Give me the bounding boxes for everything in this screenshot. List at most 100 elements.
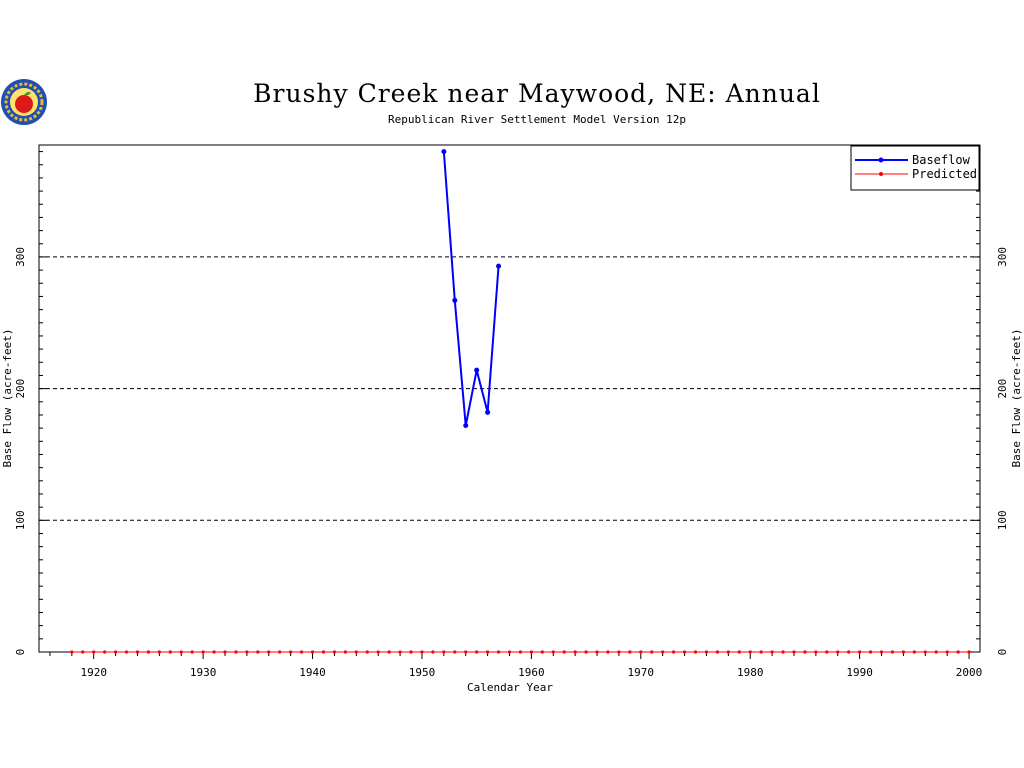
y-tick-label-right: 200 xyxy=(996,379,1009,399)
predicted-point xyxy=(726,650,730,654)
chart-subtitle: Republican River Settlement Model Versio… xyxy=(388,113,686,126)
y-axis-label-left: Base Flow (acre-feet) xyxy=(1,328,14,467)
predicted-point xyxy=(190,650,194,654)
predicted-point xyxy=(770,650,774,654)
baseflow-point xyxy=(485,409,491,415)
predicted-point xyxy=(945,650,949,654)
chart-title: Brushy Creek near Maywood, NE: Annual xyxy=(253,79,821,108)
predicted-point xyxy=(507,650,512,654)
predicted-point xyxy=(551,650,555,654)
predicted-point xyxy=(343,650,347,654)
predicted-point xyxy=(113,650,118,654)
legend-label-predicted: Predicted xyxy=(912,167,977,181)
predicted-point xyxy=(847,650,851,654)
predicted-point xyxy=(486,650,490,654)
predicted-point xyxy=(901,650,906,654)
series-marks xyxy=(70,149,971,654)
y-tick-label-right: 0 xyxy=(996,649,1009,656)
predicted-point xyxy=(912,650,916,654)
x-axis-ticks: 1920 1930 1940 1950 1960 1970 1980 1990 2000 xyxy=(49,652,983,679)
predicted-point xyxy=(803,650,807,654)
predicted-point xyxy=(737,650,741,654)
predicted-point xyxy=(584,650,588,654)
predicted-point xyxy=(157,650,161,654)
predicted-point xyxy=(103,650,107,654)
predicted-point xyxy=(398,650,402,654)
x-tick-label: 2000 xyxy=(956,666,983,679)
baseflow-line xyxy=(442,151,500,426)
predicted-point xyxy=(201,650,205,654)
predicted-point xyxy=(518,650,523,654)
predicted-point xyxy=(146,650,151,654)
x-tick-label: 1930 xyxy=(190,666,217,679)
predicted-point xyxy=(354,650,358,654)
predicted-point xyxy=(179,650,183,654)
predicted-point xyxy=(310,650,315,654)
predicted-point xyxy=(278,650,282,654)
predicted-point xyxy=(661,650,665,654)
predicted-point xyxy=(212,650,216,654)
x-tick-label: 1980 xyxy=(737,666,764,679)
y-axis-label-right: Base Flow (acre-feet) xyxy=(1010,328,1023,467)
x-tick-label: 1940 xyxy=(299,666,326,679)
predicted-point xyxy=(431,650,435,654)
predicted-point xyxy=(781,650,785,654)
plot-frame xyxy=(38,144,981,653)
predicted-point xyxy=(715,650,719,654)
predicted-point xyxy=(540,650,544,654)
legend-label-baseflow: Baseflow xyxy=(912,153,971,167)
x-tick-label: 1970 xyxy=(628,666,655,679)
predicted-point xyxy=(321,650,326,654)
x-tick-label: 1960 xyxy=(518,666,545,679)
predicted-point xyxy=(672,650,676,654)
predicted-point xyxy=(792,650,796,654)
predicted-point xyxy=(332,650,337,654)
x-tick-label: 1990 xyxy=(846,666,873,679)
y-tick-label-left: 100 xyxy=(14,510,27,530)
y-tick-label-right: 100 xyxy=(996,510,1009,530)
predicted-point xyxy=(135,650,140,654)
baseflow-point xyxy=(496,263,502,269)
predicted-point xyxy=(256,650,260,654)
predicted-point xyxy=(967,650,971,654)
baseflow-point xyxy=(463,422,469,428)
predicted-point xyxy=(814,650,818,654)
predicted-point xyxy=(628,650,632,654)
y-axis-ticks: 0 0 100 100 200 200 300 300 xyxy=(14,151,1009,656)
predicted-point xyxy=(245,650,249,654)
predicted-point xyxy=(650,650,654,654)
predicted-point xyxy=(168,650,172,654)
predicted-point xyxy=(836,650,840,654)
predicted-point xyxy=(529,650,533,654)
predicted-point xyxy=(92,650,96,654)
x-axis-label: Calendar Year xyxy=(467,681,553,694)
predicted-point xyxy=(693,650,698,654)
predicted-point xyxy=(682,650,687,654)
predicted-point xyxy=(124,650,129,654)
y-tick-label-left: 200 xyxy=(14,379,27,399)
y-tick-label-left: 300 xyxy=(14,247,27,267)
predicted-point xyxy=(453,650,457,654)
predicted-point xyxy=(868,650,873,654)
predicted-point xyxy=(934,650,938,654)
predicted-point xyxy=(234,650,238,654)
predicted-point xyxy=(923,650,927,654)
legend-marker-baseflow xyxy=(878,157,884,163)
legend-box xyxy=(850,145,980,191)
predicted-point xyxy=(956,650,960,654)
predicted-point xyxy=(879,650,884,654)
predicted-point xyxy=(890,650,895,654)
baseflow-point xyxy=(452,297,458,303)
predicted-point xyxy=(464,650,468,654)
predicted-point xyxy=(387,650,391,654)
baseflow-point xyxy=(474,367,480,373)
predicted-point xyxy=(475,650,479,654)
predicted-point xyxy=(748,650,752,654)
x-tick-label: 1950 xyxy=(409,666,436,679)
predicted-point xyxy=(825,650,829,654)
predicted-point xyxy=(858,650,862,654)
y-tick-label-right: 300 xyxy=(996,247,1009,267)
predicted-point xyxy=(595,650,599,654)
y-tick-label-left: 0 xyxy=(14,649,27,656)
